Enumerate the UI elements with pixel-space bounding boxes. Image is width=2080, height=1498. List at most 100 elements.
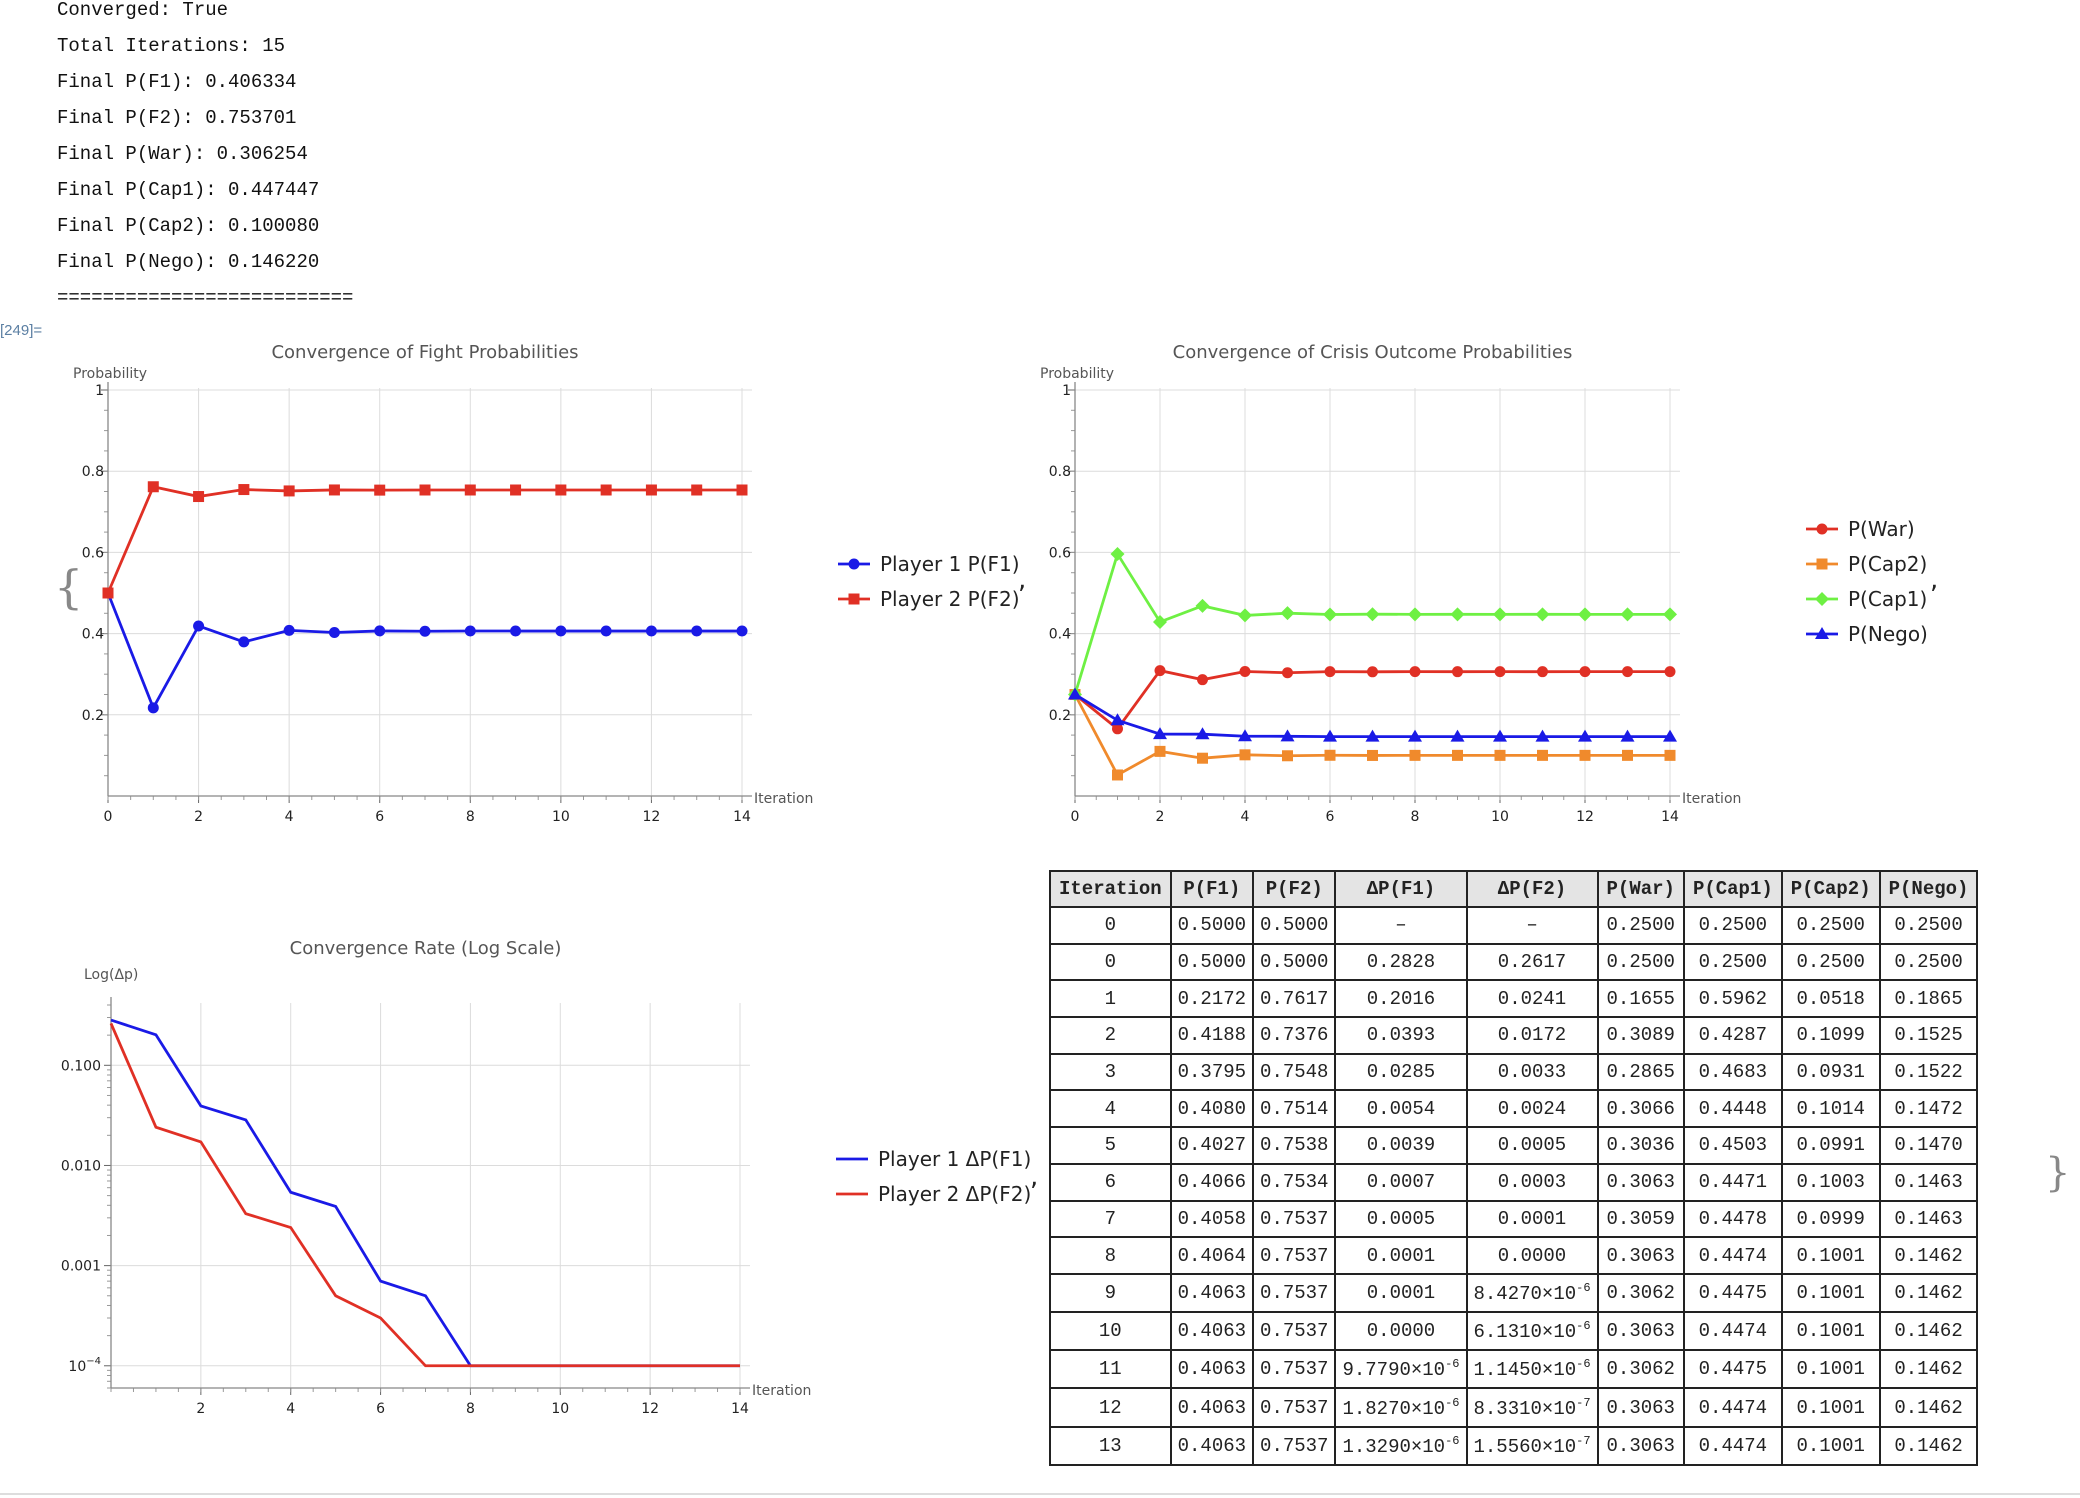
triangle-marker: [1238, 729, 1252, 742]
circle-marker: [328, 627, 340, 639]
triangle-marker: [1365, 729, 1380, 742]
table-cell: 0.4448: [1682, 1089, 1783, 1129]
circle-marker: [1452, 666, 1463, 678]
diamond-marker: [1365, 607, 1380, 622]
triangle-marker: [1195, 727, 1210, 740]
square-marker: [1622, 749, 1633, 761]
table-cell: 0.4503: [1682, 1126, 1783, 1165]
triangle-marker: [1578, 729, 1592, 742]
table-cell: 0.2016: [1334, 979, 1468, 1019]
square-marker: [374, 484, 386, 496]
table-cell: 0.0001: [1334, 1236, 1468, 1275]
y-tick-label: 0.6: [1049, 545, 1071, 561]
triangle-marker: [1663, 729, 1677, 742]
series-1: [109, 1022, 740, 1368]
diamond-marker: [1535, 607, 1550, 622]
square-marker: [419, 484, 431, 496]
list-open-brace: {: [54, 560, 84, 614]
table-cell: 0.7376: [1252, 1016, 1337, 1055]
table-cell: 0.4287: [1682, 1016, 1783, 1055]
table-cell: 0.0285: [1334, 1052, 1468, 1092]
table-row: 1 0.2172 0.7617 0.2016 0.0241 0.1655 0.5962 0.0…: [1049, 979, 1979, 1019]
circle-marker: [1579, 666, 1591, 678]
legend-label: Player 1 P(F1): [880, 552, 1020, 576]
table-header-cell: P(Nego): [1878, 870, 1979, 908]
table-cell: 0.3062: [1596, 1349, 1685, 1390]
table-cell: 0.0000: [1465, 1236, 1599, 1275]
y-tick-label: 0.010: [61, 1158, 101, 1174]
table-cell: 0.2500: [1596, 942, 1685, 982]
legend-label: P(War): [1848, 517, 1915, 541]
square-marker: [736, 484, 748, 496]
table-cell: 0.7537: [1252, 1387, 1337, 1428]
table-cell: 0.7548: [1252, 1052, 1337, 1092]
circle-marker: [464, 625, 476, 637]
table-cell: –: [1334, 906, 1468, 945]
legend-label: Player 2 P(F2): [880, 587, 1020, 611]
x-tick-label: 0: [104, 809, 113, 825]
table-cell: 0.4063: [1169, 1387, 1255, 1428]
table-cell: 0.4058: [1169, 1199, 1255, 1239]
x-axis-label: Iteration: [1682, 791, 1741, 807]
fight-probabilities-chart: Convergence of Fight Probabilities Probab…: [73, 342, 1020, 825]
circle-marker: [1367, 666, 1378, 678]
table-cell: 0.3059: [1596, 1199, 1685, 1239]
table-cell: 0.2500: [1596, 906, 1685, 945]
table-cell: –: [1465, 906, 1599, 945]
table-cell: 0.1001: [1780, 1236, 1881, 1275]
circle-marker: [1622, 666, 1633, 678]
table-cell: 0.1865: [1878, 979, 1979, 1019]
table-cell: 0.2500: [1780, 942, 1881, 982]
table-cell: 0.0007: [1334, 1162, 1468, 1202]
y-tick-label: 0.4: [82, 627, 104, 643]
table-cell: 0.7537: [1252, 1349, 1337, 1390]
table-cell: 0.1525: [1878, 1016, 1979, 1055]
table-cell: 13: [1049, 1425, 1172, 1466]
series-0: [102, 587, 748, 714]
table-cell: 0.2500: [1682, 906, 1783, 945]
table-cell: 0.3066: [1596, 1089, 1685, 1129]
square-marker: [283, 485, 295, 497]
circle-marker: [374, 625, 386, 637]
table-row: 10 0.4063 0.7537 0.0000 6.1310×10-6 0.3063 0.4…: [1049, 1311, 1979, 1352]
table-cell: 0.1463: [1878, 1162, 1979, 1202]
table-cell: 0.7514: [1252, 1089, 1337, 1129]
y-tick-label: 0.8: [82, 464, 104, 480]
diamond-marker: [1110, 546, 1125, 561]
square-marker: [1537, 749, 1548, 761]
table-cell: 2: [1049, 1016, 1172, 1055]
table-header-cell: P(Cap1): [1682, 870, 1783, 908]
table-cell: 3: [1049, 1052, 1172, 1092]
y-tick-label: 0.2: [1049, 708, 1071, 724]
table-cell: 0.7537: [1252, 1425, 1337, 1466]
table-cell: 0.1462: [1878, 1387, 1979, 1428]
table-cell: 0.1001: [1780, 1272, 1881, 1314]
table-cell: 12: [1049, 1387, 1172, 1428]
table-cell: 0.3062: [1596, 1272, 1685, 1314]
iteration-table: Iteration P(F1) P(F2) ΔP(F1) ΔP(F2) P(War) P(C…: [1049, 870, 1979, 1466]
table-cell: 0.3063: [1596, 1387, 1685, 1428]
circle-marker: [645, 625, 657, 637]
table-cell: 0.5962: [1682, 979, 1783, 1019]
table-header-cell: P(War): [1596, 870, 1685, 908]
table-header-cell: P(F2): [1252, 870, 1337, 908]
square-marker: [1816, 558, 1828, 570]
log-line: Total Iterations: 15: [57, 35, 286, 57]
x-tick-label: 12: [1576, 809, 1594, 825]
table-cell: 0.4064: [1169, 1236, 1255, 1275]
circle-marker: [1282, 667, 1293, 679]
table-cell: 0.1655: [1596, 979, 1685, 1019]
chart-title: Convergence of Fight Probabilities: [271, 342, 578, 363]
circle-marker: [147, 702, 159, 714]
diamond-marker: [1280, 606, 1295, 621]
crisis-outcome-chart: Convergence of Crisis Outcome Probabilit…: [1040, 342, 1928, 825]
square-marker: [1112, 769, 1123, 781]
circle-marker: [1816, 523, 1828, 535]
table-cell: 0.7538: [1252, 1126, 1337, 1165]
table-header-cell: ΔP(F2): [1465, 870, 1599, 908]
chart-title: Convergence Rate (Log Scale): [290, 938, 562, 959]
square-marker: [464, 484, 476, 496]
cell-output-label: [249]=: [0, 322, 43, 339]
table-cell: 0.3089: [1596, 1016, 1685, 1055]
x-tick-label: 10: [552, 809, 570, 825]
